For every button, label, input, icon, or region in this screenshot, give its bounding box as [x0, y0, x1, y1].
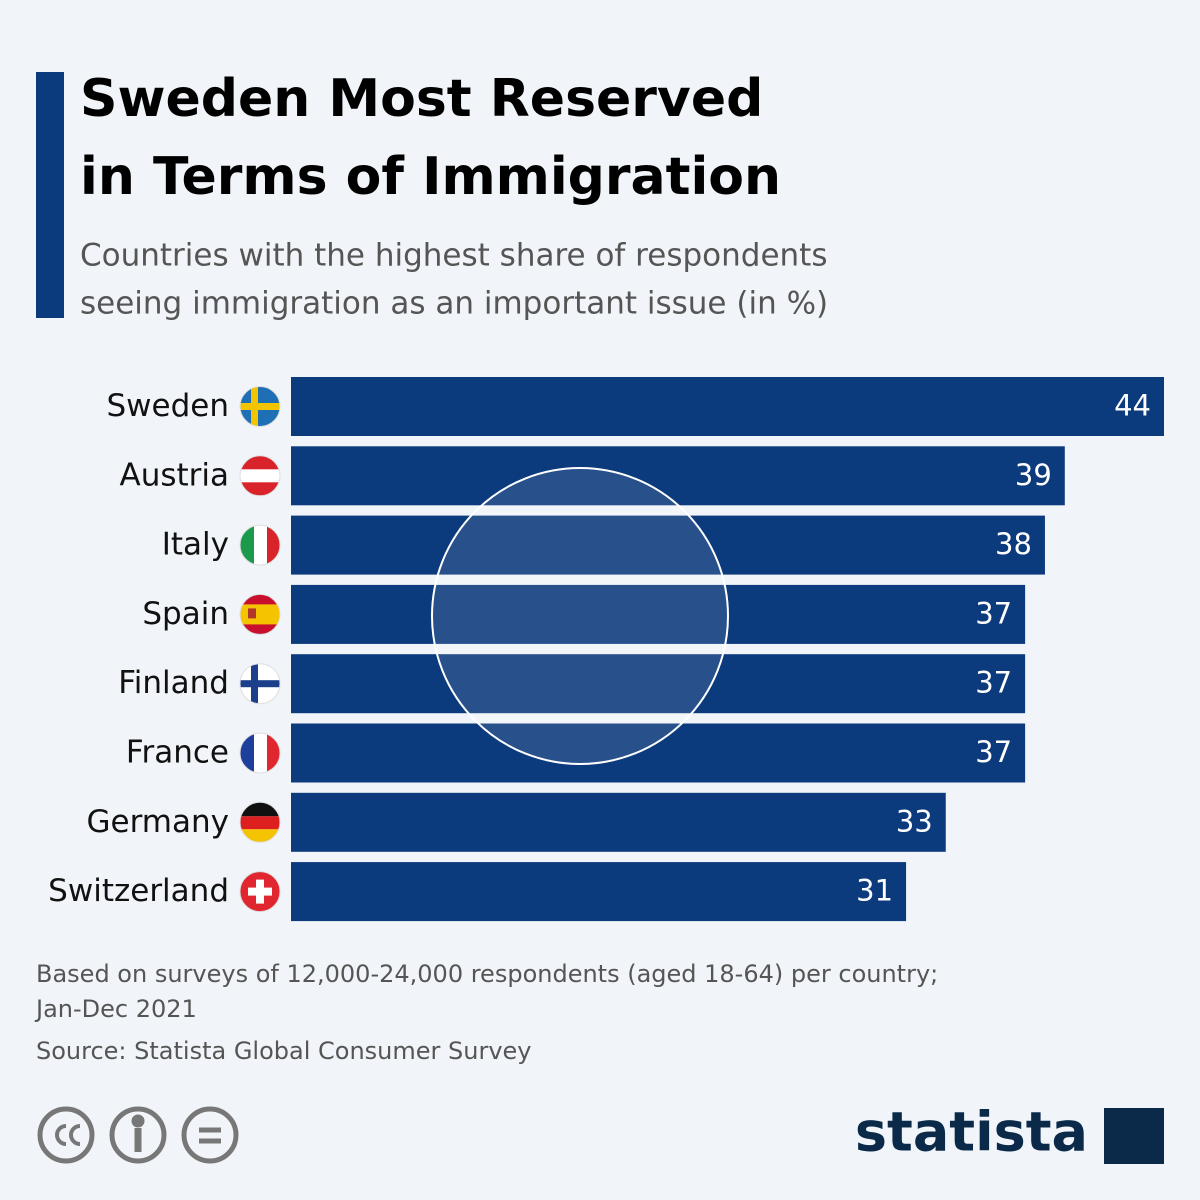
flag-part: [267, 733, 280, 773]
category-label: Germany: [87, 804, 229, 840]
flag-body: [240, 525, 280, 566]
category-label: Switzerland: [48, 873, 229, 909]
flag-outline: [239, 871, 281, 913]
flag: [239, 663, 281, 705]
category-label: Austria: [119, 457, 229, 493]
bar: [291, 862, 907, 922]
note: Jan-Dec 2021: [34, 995, 197, 1023]
flag-body: [240, 386, 280, 427]
category-label: Spain: [142, 596, 229, 632]
bar: [291, 654, 1026, 714]
category-label: France: [126, 735, 229, 771]
flag: [239, 801, 281, 843]
decor-circle: [431, 467, 729, 765]
value-label: 31: [856, 874, 893, 908]
flag-part: [240, 403, 280, 410]
bar: [291, 446, 1065, 506]
brand-logo: [1104, 1108, 1164, 1164]
flag-part: [248, 608, 256, 619]
flag-body: [240, 663, 280, 704]
flag: [239, 524, 281, 566]
bar: [291, 584, 1026, 644]
chart-subtitle: Countries with the highest share of resp…: [80, 238, 827, 274]
flag-body: [240, 455, 280, 496]
value-label: 33: [896, 804, 933, 838]
flag-part: [240, 469, 280, 483]
value-label: 44: [1114, 389, 1151, 423]
flag-outline: [239, 663, 281, 705]
flag-part: [240, 680, 280, 688]
bar: [291, 792, 946, 852]
flag-part: [254, 733, 267, 773]
value-label: 39: [1015, 458, 1052, 492]
license-icons: [37, 1106, 239, 1164]
bar: [291, 377, 1164, 436]
flag: [239, 871, 281, 913]
category-label: Finland: [118, 665, 229, 701]
flag-outline: [239, 732, 281, 774]
flag-part: [240, 525, 254, 566]
flag: [239, 732, 281, 774]
flag-part: [240, 816, 280, 830]
chart-title: Sweden Most Reserved: [80, 69, 763, 129]
flag-outline: [239, 593, 281, 635]
flag-body: [240, 594, 280, 635]
category-label: Italy: [162, 527, 229, 563]
flag-outline: [239, 455, 281, 497]
value-label: 37: [975, 666, 1012, 700]
value-label: 37: [975, 596, 1012, 630]
value-label: 37: [975, 735, 1012, 769]
flag-outline: [239, 524, 281, 566]
flag: [239, 386, 281, 427]
bar: [291, 515, 1045, 575]
brand: statista: [855, 1101, 1088, 1164]
flag-outline: [239, 386, 281, 427]
flag-part: [240, 604, 280, 625]
value-label: 38: [995, 527, 1032, 561]
flag-outline: [239, 801, 281, 843]
flag-body: [240, 871, 280, 912]
flag-part: [267, 525, 280, 566]
chart-subtitle: seeing immigration as an important issue…: [80, 286, 828, 322]
flag-part: [240, 829, 280, 843]
flag-body: [240, 733, 280, 773]
flag-part: [248, 887, 272, 896]
category-label: Sweden: [106, 388, 229, 424]
bar: [291, 723, 1026, 783]
note: Based on surveys of 12,000-24,000 respon…: [36, 960, 938, 988]
flag-part: [240, 733, 254, 773]
chart-title: in Terms of Immigration: [80, 147, 781, 207]
flag-part: [254, 525, 267, 566]
plot: 44 Sweden 39 Austria 38 Italy 37 Spain 37 Finland…: [48, 377, 1164, 922]
source: Source: Statista Global Consumer Survey: [36, 1037, 532, 1065]
flag: [239, 593, 281, 635]
title-accent: [36, 72, 64, 318]
flag-body: [240, 802, 280, 843]
flag-part: [240, 802, 280, 817]
flag: [239, 455, 281, 497]
